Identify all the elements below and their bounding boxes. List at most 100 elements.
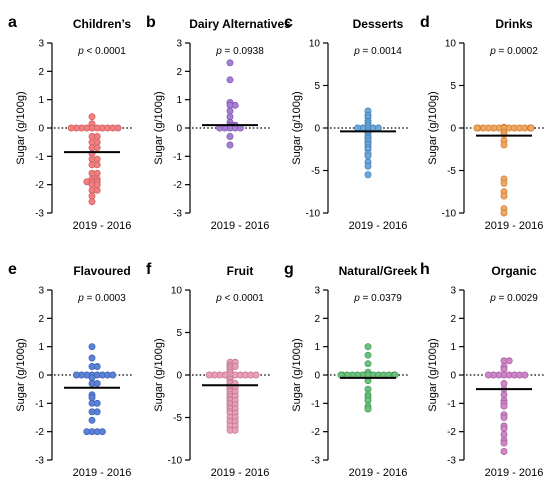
data-point <box>364 360 372 368</box>
panel-title: Drinks <box>495 17 533 31</box>
p-value: p = 0.0002 <box>489 46 538 57</box>
x-axis-label: 2019 - 2016 <box>73 220 132 232</box>
data-point <box>226 113 234 121</box>
p-value: p = 0.0379 <box>353 293 402 304</box>
p-value: p = 0.0003 <box>77 293 126 304</box>
data-point <box>364 162 372 170</box>
data-point <box>88 113 96 121</box>
data-point <box>521 371 529 379</box>
data-point <box>500 425 508 433</box>
y-axis-label: Sugar (g/100g) <box>291 91 303 164</box>
panel-h: h Organic p = 0.0029 3 2 1 0 -1 -2 -3 Sugar (g/100… <box>420 261 544 479</box>
data-point <box>364 152 372 160</box>
data-point <box>88 343 96 351</box>
data-point <box>500 391 508 399</box>
x-axis-label: 2019 - 2016 <box>485 220 544 232</box>
data-point <box>88 192 96 200</box>
data-point <box>500 402 508 410</box>
data-point <box>88 416 96 424</box>
y-tick-label: -2 <box>35 427 44 438</box>
panel-title: Children’s <box>73 17 132 31</box>
panel-letter: a <box>8 14 17 31</box>
p-symbol: p <box>77 293 84 304</box>
data-point <box>226 141 234 149</box>
y-tick-label: 5 <box>314 81 320 92</box>
data-point <box>527 124 535 132</box>
y-tick-label: 0 <box>38 371 44 382</box>
y-axis-label: Sugar (g/100g) <box>153 338 165 411</box>
y-tick-label: 3 <box>450 286 456 297</box>
data-point <box>500 192 508 200</box>
y-tick-label: 1 <box>38 95 44 106</box>
p-value: p = 0.0029 <box>489 293 538 304</box>
p-value: p < 0.0001 <box>77 46 126 57</box>
panel-title: Natural/Greek <box>339 264 418 278</box>
panel-letter: f <box>146 261 152 278</box>
y-tick-label: -10 <box>442 209 457 220</box>
panel-letter: g <box>284 261 294 278</box>
y-tick-label: 2 <box>450 314 456 325</box>
data-point <box>226 76 234 84</box>
y-tick-label: 0 <box>176 371 182 382</box>
data-point <box>252 371 260 379</box>
x-axis-label: 2019 - 2016 <box>349 467 408 479</box>
data-point <box>88 374 96 382</box>
p-symbol: p <box>489 293 496 304</box>
y-tick-label: 2 <box>38 314 44 325</box>
y-tick-label: 3 <box>38 39 44 50</box>
panel-title: Dairy Alternatives <box>189 17 291 31</box>
y-tick-label: -10 <box>306 209 321 220</box>
data-point <box>500 448 508 455</box>
y-tick-label: 1 <box>38 342 44 353</box>
y-tick-label: -2 <box>447 427 456 438</box>
y-tick-label: 1 <box>176 95 182 106</box>
data-point <box>226 107 234 115</box>
y-tick-label: 3 <box>176 39 182 50</box>
y-tick-label: -3 <box>35 209 44 220</box>
data-point <box>500 365 508 373</box>
data-point <box>114 124 122 132</box>
data-point <box>364 385 372 393</box>
data-point <box>88 394 96 402</box>
y-axis-label: Sugar (g/100g) <box>153 91 165 164</box>
y-tick-label: -3 <box>35 456 44 467</box>
p-symbol: p <box>489 46 496 57</box>
data-point <box>93 138 101 146</box>
y-tick-label: 2 <box>176 67 182 78</box>
y-tick-label: -5 <box>447 166 456 177</box>
panel-e: e Flavoured p = 0.0003 3 2 1 0 -1 -2 -3 Sugar (g/1… <box>8 261 132 479</box>
panel-letter: c <box>284 14 293 31</box>
y-tick-label: -2 <box>311 427 320 438</box>
y-tick-label: -3 <box>173 209 182 220</box>
data-point <box>500 439 508 447</box>
y-tick-label: -3 <box>311 456 320 467</box>
y-tick-label: -1 <box>35 152 44 163</box>
data-point <box>226 59 234 67</box>
x-axis-label: 2019 - 2016 <box>211 220 270 232</box>
y-tick-label: 0 <box>38 124 44 135</box>
p-value-text: = 0.0014 <box>360 46 402 57</box>
y-tick-label: 10 <box>445 39 457 50</box>
data-point <box>88 354 96 362</box>
panel-a: a Children’s p < 0.0001 3 2 1 0 -1 -2 -3 Sugar (g/… <box>8 14 132 232</box>
y-tick-label: 0 <box>176 124 182 135</box>
panel-title: Organic <box>491 264 537 278</box>
data-point <box>231 426 239 434</box>
panel-c: c Desserts p = 0.0014 10 5 0 -5 -10 Sugar (g/100… <box>284 14 408 232</box>
p-symbol: p <box>353 293 360 304</box>
data-point <box>500 431 508 438</box>
y-tick-label: -10 <box>168 456 183 467</box>
data-point <box>354 124 362 132</box>
panel-title: Fruit <box>227 264 254 278</box>
panel-d: d Drinks p = 0.0002 10 5 0 -5 -10 Sugar (g/100g)… <box>420 14 544 232</box>
data-point <box>83 428 91 436</box>
data-point <box>93 363 101 370</box>
data-point <box>500 141 508 149</box>
data-point <box>500 380 508 387</box>
x-axis-label: 2019 - 2016 <box>73 467 132 479</box>
panel-b: b Dairy Alternatives p = 0.0938 3 2 1 0 -1 -2 -3 S… <box>146 14 291 232</box>
y-tick-label: -2 <box>173 180 182 191</box>
y-axis-label: Sugar (g/100g) <box>15 91 27 164</box>
y-axis-label: Sugar (g/100g) <box>427 338 439 411</box>
